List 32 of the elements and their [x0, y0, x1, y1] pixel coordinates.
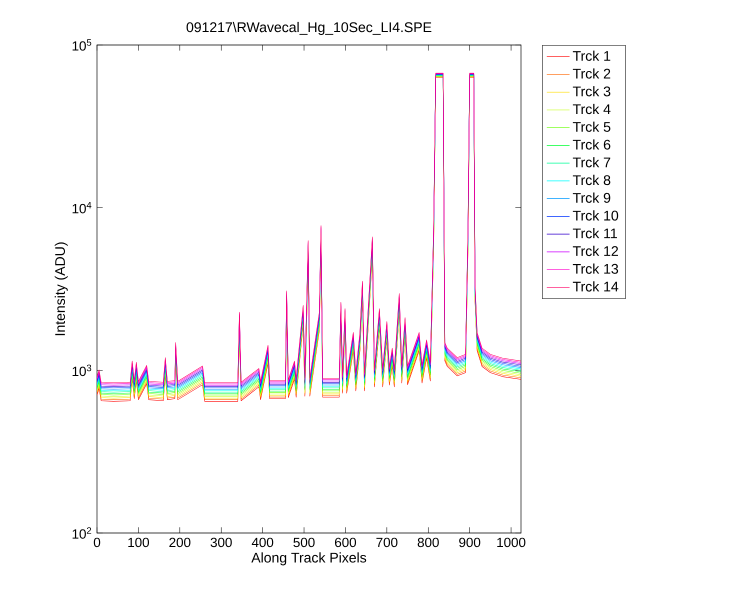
x-tick-label: 500 [293, 538, 315, 548]
x-tick-label: 1000 [497, 538, 526, 548]
x-tick-label: 700 [376, 538, 398, 548]
x-tick-label: 400 [252, 538, 274, 548]
x-axis-title: Along Track Pixels [251, 552, 366, 566]
legend-label: Trck 10 [572, 210, 618, 221]
y-axis-title: Intensity (ADU) [54, 242, 68, 336]
x-tick-label: 200 [169, 538, 190, 548]
legend-label: Trck 9 [572, 192, 610, 203]
y-tick-label: 10$^{4}$ [72, 202, 92, 214]
legend-label: Trck 5 [572, 122, 610, 132]
y-tick-label: 10$^{3}$ [72, 364, 92, 376]
legend-label: Trck 12 [572, 246, 618, 256]
legend-label: Trck 1 [572, 50, 610, 61]
legend-label: Trck 2 [572, 68, 610, 79]
x-tick-label: 800 [418, 538, 439, 548]
x-tick-label: 600 [334, 538, 356, 548]
y-tick-label: 10$^{5}$ [72, 39, 92, 51]
chart-title: 091217\RWavecal_Hg_10Sec_LI4.SPE [186, 22, 432, 35]
legend-label: Trck 8 [572, 174, 610, 186]
legend-label: Trck 3 [572, 86, 610, 96]
legend-label: Trck 13 [572, 264, 618, 274]
x-tick-label: 0 [94, 538, 100, 548]
legend-label: Trck 14 [572, 281, 618, 292]
legend-label: Trck 11 [572, 228, 617, 238]
y-tick-label: 10$^{2}$ [72, 527, 92, 539]
legend-label: Trck 6 [572, 139, 610, 150]
x-tick-label: 100 [128, 538, 150, 548]
legend-label: Trck 7 [572, 157, 610, 168]
legend-label: Trck 4 [572, 104, 610, 114]
x-tick-label: 300 [210, 538, 232, 548]
x-tick-label: 900 [459, 538, 480, 548]
